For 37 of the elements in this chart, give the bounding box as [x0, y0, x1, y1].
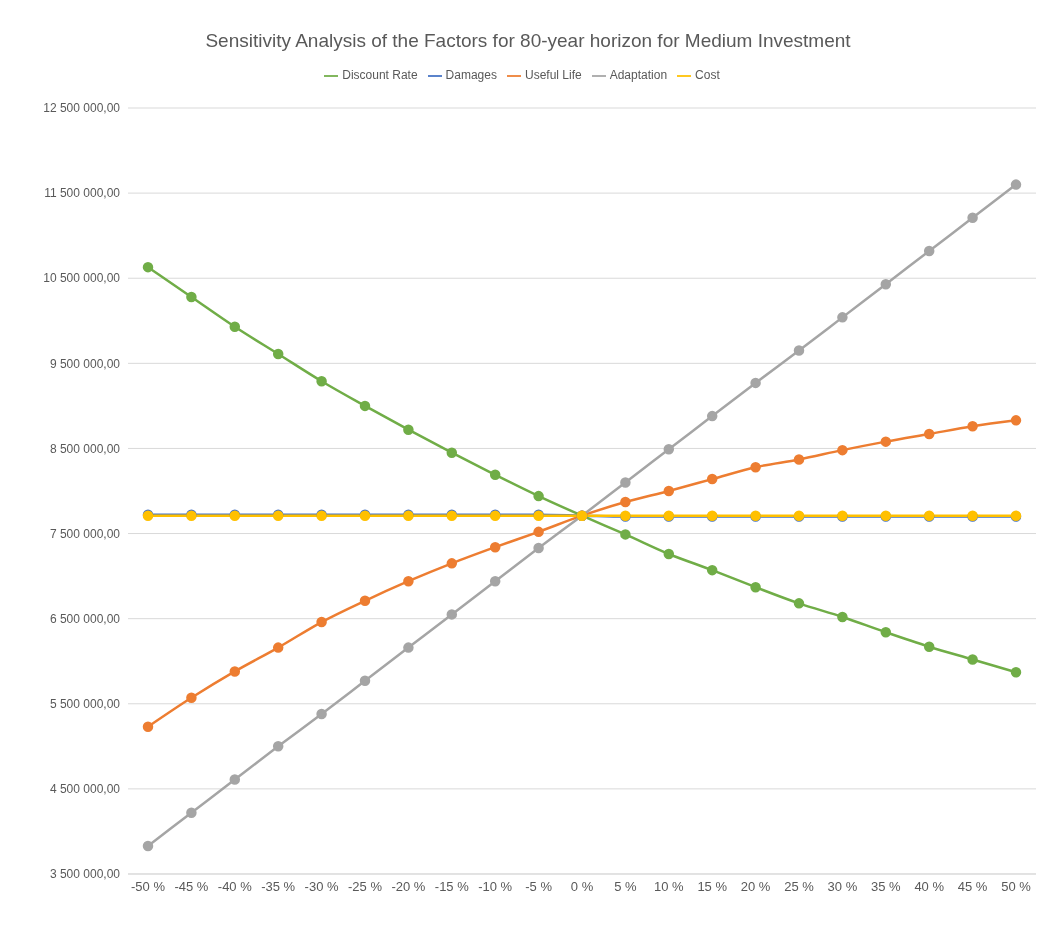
- x-tick-label: 45 %: [957, 879, 988, 895]
- x-tick-label: 35 %: [870, 879, 902, 895]
- y-tick-label: 6 500 000,00: [49, 611, 121, 626]
- y-tick-label: 8 500 000,00: [49, 441, 121, 456]
- x-tick-label: -40 %: [217, 879, 253, 895]
- x-tick-label: 10 %: [653, 879, 685, 895]
- x-tick-label: -50 %: [131, 879, 166, 895]
- y-tick-label: 11 500 000,00: [44, 186, 121, 201]
- legend-label: Adaptation: [609, 68, 668, 82]
- x-tick-label: 50 %: [1001, 879, 1032, 895]
- x-tick-label: -45 %: [174, 879, 209, 895]
- legend-label: Discount Rate: [342, 68, 418, 82]
- y-tick-label: 7 500 000,00: [49, 526, 121, 541]
- y-tick-label: 9 500 000,00: [49, 356, 121, 371]
- x-tick-label: 15 %: [697, 879, 728, 895]
- x-tick-label: 25 %: [784, 879, 815, 895]
- x-tick-label: 40 %: [914, 879, 945, 895]
- x-tick-label: -25 %: [348, 879, 383, 895]
- x-tick-label: 0 %: [570, 879, 594, 895]
- x-tick-label: -35 %: [261, 879, 296, 895]
- x-tick-label: -15 %: [434, 879, 470, 895]
- x-tick-label: -5 %: [525, 879, 553, 895]
- chart-title: Sensitivity Analysis of the Factors for 80-year horizon for Medium Investment: [204, 29, 852, 53]
- y-tick-label: 12 500 000,00: [43, 101, 121, 116]
- y-tick-label: 10 500 000,00: [43, 271, 121, 286]
- x-tick-label: -10 %: [478, 879, 513, 895]
- x-tick-label: -20 %: [391, 879, 426, 895]
- x-tick-label: 30 %: [827, 879, 858, 895]
- x-tick-label: -30 %: [304, 879, 340, 895]
- x-tick-label: 20 %: [740, 879, 771, 895]
- x-tick-label: 5 %: [614, 879, 638, 895]
- legend-label: Damages: [445, 68, 497, 82]
- legend-label: Useful Life: [524, 68, 582, 82]
- legend-label: Cost: [695, 68, 720, 82]
- y-tick-label: 3 500 000,00: [49, 867, 121, 882]
- y-tick-label: 4 500 000,00: [49, 782, 121, 797]
- y-tick-label: 5 500 000,00: [49, 697, 121, 712]
